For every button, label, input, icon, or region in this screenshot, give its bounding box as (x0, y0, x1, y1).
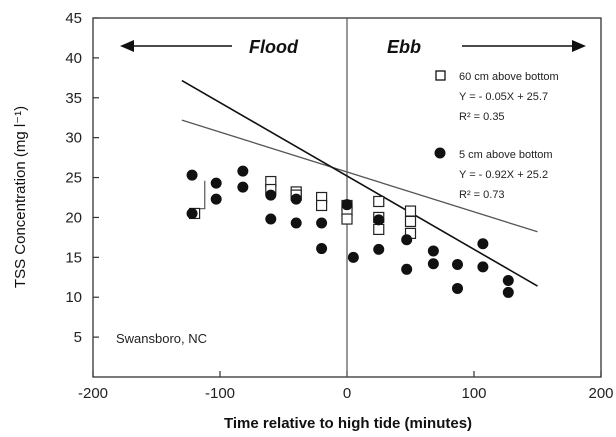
y-tick-label: 30 (65, 130, 82, 147)
x-tick-label: 200 (588, 385, 613, 402)
bracket-mark (197, 180, 206, 210)
point-5cm (502, 274, 514, 286)
point-5cm (401, 234, 413, 246)
point-5cm (316, 217, 328, 229)
point-5cm (210, 177, 222, 189)
fit-line-series-1 (181, 79, 538, 287)
point-60cm (316, 199, 328, 212)
legend-marker-60cm (435, 70, 446, 81)
ebb-arrow (462, 40, 586, 52)
point-5cm (186, 169, 198, 181)
point-5cm (347, 251, 359, 263)
point-5cm (427, 258, 439, 270)
legend-label-5cm: 5 cm above bottom (459, 149, 553, 161)
point-5cm (316, 243, 328, 255)
point-5cm (477, 261, 489, 273)
legend-label-60cm: 60 cm above bottom (459, 71, 559, 83)
point-5cm (186, 207, 198, 219)
point-5cm (477, 238, 489, 250)
point-5cm (451, 282, 463, 294)
point-5cm (373, 214, 385, 226)
point-5cm (373, 243, 385, 255)
equation-5cm: Y = - 0.92X + 25.2 (459, 169, 548, 181)
point-60cm (341, 213, 353, 225)
data-points (186, 165, 514, 298)
point-5cm (237, 181, 249, 193)
legend: 60 cm above bottom Y = - 0.05X + 25.7 R²… (434, 70, 559, 201)
ebb-label: Ebb (387, 37, 421, 57)
site-label: Swansboro, NC (116, 331, 207, 346)
point-5cm (265, 213, 277, 225)
axes: 5 10 15 20 25 30 35 40 45 -200 -100 0 100 200 (65, 10, 613, 402)
point-60cm (373, 223, 385, 236)
y-tick-label: 35 (65, 90, 82, 107)
point-5cm (427, 245, 439, 257)
flood-label: Flood (249, 37, 299, 57)
y-tick-label: 5 (74, 329, 82, 346)
r2-5cm: R² = 0.73 (459, 189, 505, 201)
equation-60cm: Y = - 0.05X + 25.7 (459, 91, 548, 103)
point-5cm (290, 193, 302, 205)
x-tick-label: -200 (78, 385, 108, 402)
point-5cm (265, 189, 277, 201)
x-tick-label: -100 (205, 385, 235, 402)
y-tick-label: 10 (65, 289, 82, 306)
point-5cm (210, 193, 222, 205)
y-tick-label: 25 (65, 170, 82, 187)
y-tick-label: 15 (65, 249, 82, 266)
point-5cm (341, 199, 353, 211)
x-axis-title: Time relative to high tide (minutes) (224, 415, 472, 432)
point-60cm (373, 195, 385, 208)
point-5cm (451, 259, 463, 271)
r2-60cm: R² = 0.35 (459, 111, 505, 123)
y-axis-title: TSS Concentration (mg l⁻¹) (12, 106, 29, 288)
legend-marker-5cm (434, 147, 446, 159)
y-tick-label: 45 (65, 10, 82, 27)
point-5cm (401, 263, 413, 275)
y-tick-label: 40 (65, 50, 82, 67)
point-5cm (237, 165, 249, 177)
point-60cm (404, 215, 417, 228)
point-5cm (502, 286, 514, 298)
y-tick-label: 20 (65, 209, 82, 226)
flood-arrow (120, 40, 232, 52)
x-tick-label: 100 (461, 385, 486, 402)
fit-line-series-0 (181, 119, 538, 233)
point-60cm (404, 205, 417, 217)
point-5cm (290, 217, 302, 229)
x-tick-label: 0 (343, 385, 351, 402)
